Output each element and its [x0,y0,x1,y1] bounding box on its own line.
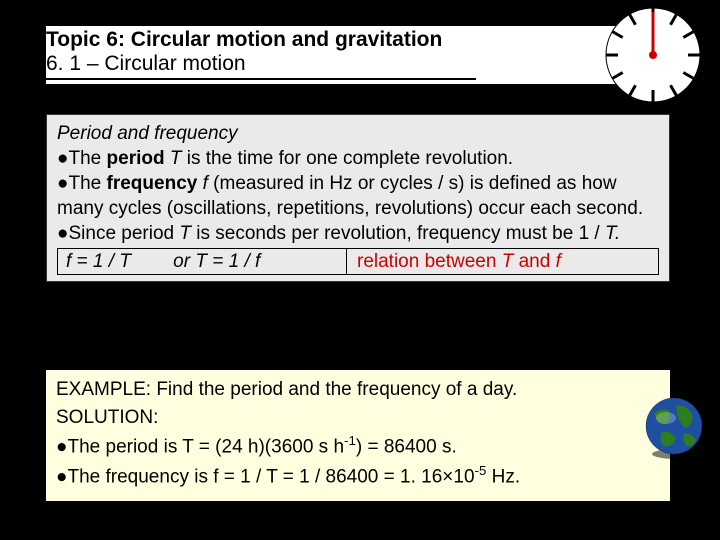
clock-icon [604,6,702,104]
definition-line: ●The period T is the time for one comple… [57,146,659,171]
solution-label: SOLUTION: [56,404,660,432]
definition-line: ●The frequency f (measured in Hz or cycl… [57,171,659,221]
solution-line: ●The frequency is f = 1 / T = 1 / 86400 … [56,461,660,491]
section-heading: Period and frequency [57,121,659,146]
page-subtitle: 6. 1 – Circular motion [46,52,670,76]
page-title: Topic 6: Circular motion and gravitation [46,28,670,52]
title-block: Topic 6: Circular motion and gravitation… [46,26,670,84]
formula-label: relation between T and f [347,248,659,275]
example-line: EXAMPLE: Find the period and the frequen… [56,376,660,404]
title-underline [46,78,476,80]
formula-equation: f = 1 / T or T = 1 / f [57,248,347,275]
definition-line: ●Since period T is seconds per revolutio… [57,221,659,246]
definition-box: Period and frequency ●The period T is th… [46,114,670,282]
globe-icon [642,396,706,460]
example-box: EXAMPLE: Find the period and the frequen… [46,370,670,501]
formula-row: f = 1 / T or T = 1 / f relation between … [57,248,659,275]
solution-line: ●The period is T = (24 h)(3600 s h-1) = … [56,431,660,461]
